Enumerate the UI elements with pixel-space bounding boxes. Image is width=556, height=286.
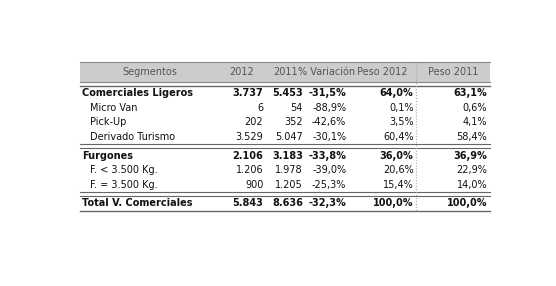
Text: Derivado Turismo: Derivado Turismo	[90, 132, 175, 142]
Text: F. < 3.500 Kg.: F. < 3.500 Kg.	[90, 165, 157, 175]
Text: Peso 2011: Peso 2011	[428, 67, 478, 77]
Text: 0,6%: 0,6%	[463, 103, 487, 113]
Text: 5.453: 5.453	[272, 88, 303, 98]
Text: Peso 2012: Peso 2012	[357, 67, 408, 77]
Text: 0,1%: 0,1%	[389, 103, 414, 113]
Text: 6: 6	[257, 103, 263, 113]
Text: -32,3%: -32,3%	[309, 198, 346, 208]
Text: 36,9%: 36,9%	[454, 151, 487, 161]
Text: 60,4%: 60,4%	[383, 132, 414, 142]
Text: % Variación: % Variación	[298, 67, 355, 77]
Text: Segmentos: Segmentos	[122, 67, 177, 77]
Text: 1.206: 1.206	[236, 165, 263, 175]
Text: -88,9%: -88,9%	[312, 103, 346, 113]
Text: 3,5%: 3,5%	[389, 118, 414, 128]
Text: -39,0%: -39,0%	[312, 165, 346, 175]
Text: 58,4%: 58,4%	[456, 132, 487, 142]
Text: 1.978: 1.978	[275, 165, 303, 175]
Text: 22,9%: 22,9%	[456, 165, 487, 175]
Text: Pick-Up: Pick-Up	[90, 118, 126, 128]
Text: 3.529: 3.529	[236, 132, 263, 142]
Text: F. = 3.500 Kg.: F. = 3.500 Kg.	[90, 180, 157, 190]
Text: Comerciales Ligeros: Comerciales Ligeros	[82, 88, 193, 98]
Text: 100,0%: 100,0%	[373, 198, 414, 208]
Text: 14,0%: 14,0%	[456, 180, 487, 190]
Text: -31,5%: -31,5%	[309, 88, 346, 98]
Text: 5.843: 5.843	[232, 198, 263, 208]
Text: 2.106: 2.106	[232, 151, 263, 161]
Text: 15,4%: 15,4%	[383, 180, 414, 190]
Text: 36,0%: 36,0%	[380, 151, 414, 161]
Text: -42,6%: -42,6%	[312, 118, 346, 128]
Text: 352: 352	[284, 118, 303, 128]
Text: 900: 900	[245, 180, 263, 190]
Text: 3.183: 3.183	[272, 151, 303, 161]
Bar	[81, 62, 489, 82]
Text: 8.636: 8.636	[272, 198, 303, 208]
Text: Micro Van: Micro Van	[90, 103, 137, 113]
Text: 3.737: 3.737	[232, 88, 263, 98]
Text: 4,1%: 4,1%	[463, 118, 487, 128]
Text: -30,1%: -30,1%	[312, 132, 346, 142]
Text: -25,3%: -25,3%	[312, 180, 346, 190]
Text: 2011: 2011	[273, 67, 297, 77]
Text: 202: 202	[245, 118, 263, 128]
Text: -33,8%: -33,8%	[308, 151, 346, 161]
Text: 100,0%: 100,0%	[446, 198, 487, 208]
Text: 1.205: 1.205	[275, 180, 303, 190]
Text: 54: 54	[290, 103, 303, 113]
Text: Furgones: Furgones	[82, 151, 133, 161]
Text: 5.047: 5.047	[275, 132, 303, 142]
Text: 20,6%: 20,6%	[383, 165, 414, 175]
Text: 64,0%: 64,0%	[380, 88, 414, 98]
Text: 2012: 2012	[230, 67, 254, 77]
Text: Total V. Comerciales: Total V. Comerciales	[82, 198, 192, 208]
Text: 63,1%: 63,1%	[454, 88, 487, 98]
